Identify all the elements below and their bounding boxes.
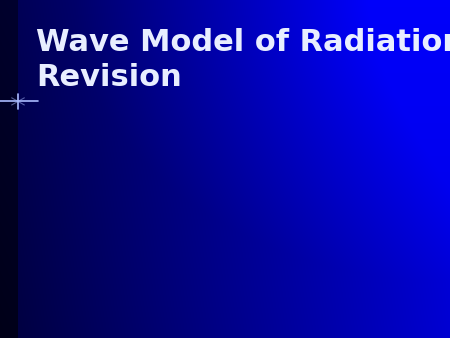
Text: Wave Model of Radiation: Wave Model of Radiation — [36, 28, 450, 57]
Text: Revision: Revision — [36, 63, 182, 92]
